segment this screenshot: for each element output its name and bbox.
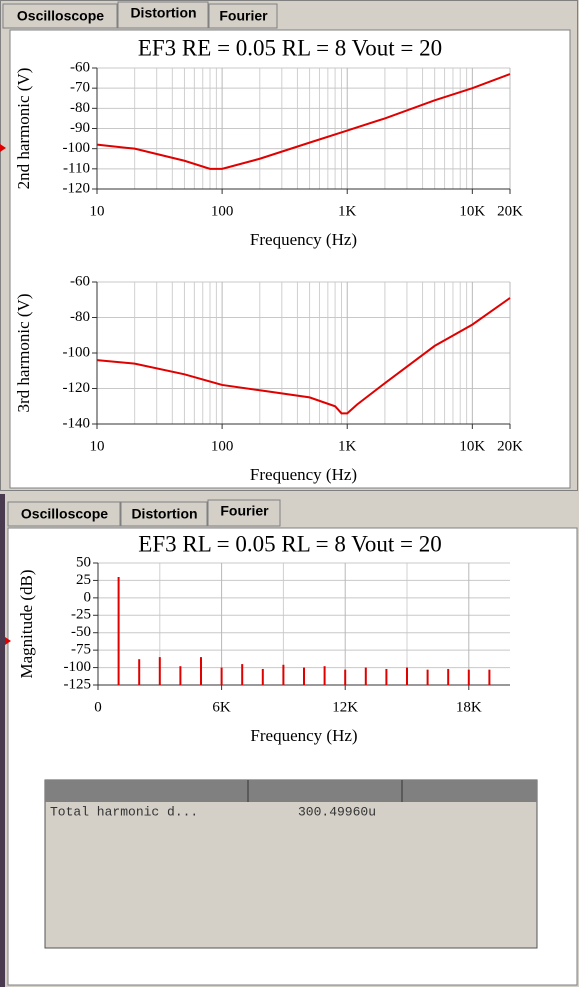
table-header — [45, 780, 537, 802]
x-tick-label: 6K — [212, 699, 231, 715]
y-tick-label: 0 — [84, 589, 92, 605]
y-tick-label: -120 — [63, 180, 91, 196]
x-tick-label: 100 — [211, 203, 234, 219]
tab-label[interactable]: Fourier — [219, 8, 268, 24]
table-cell: Total harmonic d... — [50, 804, 198, 819]
tab[interactable] — [120, 501, 208, 527]
y-tick-label: 25 — [76, 572, 91, 588]
y-tick-label: -75 — [71, 642, 91, 658]
tab[interactable] — [207, 499, 281, 527]
marker — [0, 144, 6, 152]
y-tick-label: -80 — [70, 100, 90, 116]
chart-title: EF3 RE = 0.05 RL = 8 Vout = 20 — [138, 35, 442, 60]
y-tick-label: -60 — [70, 273, 90, 289]
y-axis-label: Magnitude (dB) — [17, 569, 36, 678]
top-panel-border — [0, 0, 578, 491]
x-axis-label: Frequency (Hz) — [250, 230, 357, 249]
y-tick-label: -60 — [70, 59, 90, 75]
y-tick-label: -110 — [63, 160, 90, 176]
y-tick-label: 50 — [76, 554, 91, 570]
x-tick-label: 12K — [332, 699, 358, 715]
x-tick-label: 10K — [459, 438, 485, 454]
y-tick-label: -25 — [71, 607, 91, 623]
y-tick-label: -100 — [63, 344, 91, 360]
y-tick-label: -70 — [70, 80, 90, 96]
y-tick-label: -120 — [63, 380, 91, 396]
y-tick-label: -50 — [71, 624, 91, 640]
table-cell: 300.49960u — [298, 804, 376, 819]
y-tick-label: -125 — [64, 676, 92, 692]
x-tick-label: 0 — [94, 699, 102, 715]
x-tick-label: 10 — [90, 438, 105, 454]
tab[interactable] — [117, 1, 209, 29]
x-tick-label: 10K — [459, 203, 485, 219]
tab-label[interactable]: Distortion — [130, 5, 196, 21]
tab[interactable] — [208, 3, 278, 29]
x-tick-label: 20K — [497, 438, 523, 454]
x-axis-label: Frequency (Hz) — [250, 465, 357, 484]
y-axis-label: 3rd harmonic (V) — [14, 294, 33, 413]
x-tick-label: 18K — [456, 699, 482, 715]
y-tick-label: -140 — [63, 415, 91, 431]
x-tick-label: 10 — [90, 203, 105, 219]
marker — [5, 637, 11, 645]
x-tick-label: 1K — [338, 438, 357, 454]
series-line — [96, 297, 511, 415]
top-chart-area — [9, 29, 571, 489]
y-tick-label: -80 — [70, 309, 90, 325]
series-line — [96, 73, 511, 170]
y-tick-label: -100 — [63, 140, 91, 156]
table — [44, 779, 538, 949]
tab-label[interactable]: Distortion — [131, 506, 197, 522]
left-edge — [0, 494, 5, 987]
y-tick-label: -90 — [70, 120, 90, 136]
x-tick-label: 1K — [338, 203, 357, 219]
y-axis-label: 2nd harmonic (V) — [14, 68, 33, 190]
x-tick-label: 100 — [211, 438, 234, 454]
tab[interactable] — [7, 501, 121, 527]
tab[interactable] — [2, 3, 118, 29]
tab-label[interactable]: Fourier — [220, 503, 269, 519]
y-tick-label: -100 — [64, 659, 92, 675]
tab-label[interactable]: Oscilloscope — [17, 8, 104, 24]
x-axis-label: Frequency (Hz) — [250, 726, 357, 745]
tab-label[interactable]: Oscilloscope — [21, 506, 108, 522]
chart-title: EF3 RL = 0.05 RL = 8 Vout = 20 — [138, 531, 441, 556]
x-tick-label: 20K — [497, 203, 523, 219]
